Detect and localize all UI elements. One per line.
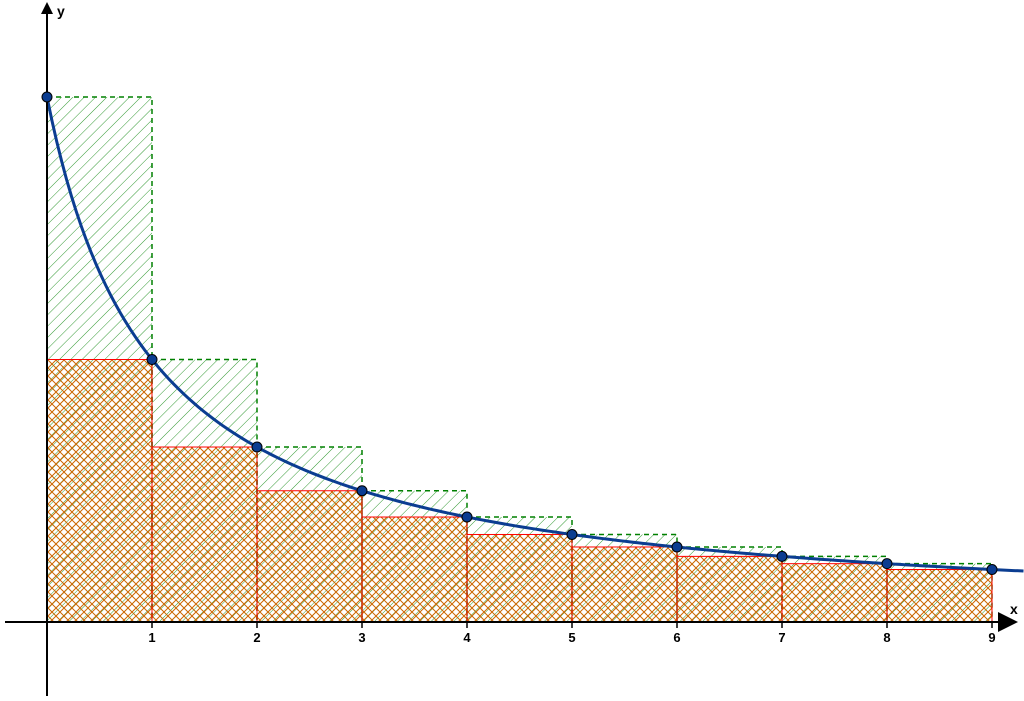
x-tick-label: 2 — [253, 630, 260, 645]
curve-point — [882, 559, 892, 569]
curve-point — [567, 530, 577, 540]
curve-point — [672, 542, 682, 552]
x-tick-label: 1 — [148, 630, 155, 645]
x-tick-label: 3 — [358, 630, 365, 645]
curve-point — [42, 92, 52, 102]
y-axis-label: y — [57, 3, 65, 19]
x-tick-label: 7 — [778, 630, 785, 645]
curve-point — [357, 486, 367, 496]
x-tick-label: 6 — [673, 630, 680, 645]
x-tick-label: 8 — [883, 630, 890, 645]
curve-point — [147, 355, 157, 365]
x-tick-label: 9 — [988, 630, 995, 645]
x-axis-label: x — [1010, 601, 1018, 617]
curve-point — [462, 512, 472, 522]
curve-point — [777, 551, 787, 561]
curve-point — [252, 442, 262, 452]
curve-point — [987, 565, 997, 575]
riemann-chart: x y 1 2 3 4 5 6 7 8 9 — [0, 0, 1024, 701]
x-tick-label: 4 — [463, 630, 471, 645]
x-tick-label: 5 — [568, 630, 575, 645]
